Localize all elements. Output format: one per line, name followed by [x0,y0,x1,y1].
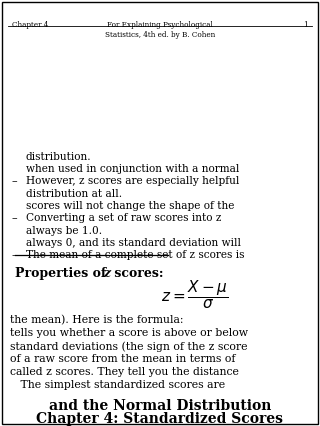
Text: and the Normal Distribution: and the Normal Distribution [49,399,271,413]
Text: Chapter 4: Standardized Scores: Chapter 4: Standardized Scores [36,412,284,426]
Text: always 0, and its standard deviation will: always 0, and its standard deviation wil… [26,238,241,248]
Text: of a raw score from the mean in terms of: of a raw score from the mean in terms of [10,354,236,364]
Text: Converting a set of raw scores into z: Converting a set of raw scores into z [26,213,221,223]
Text: distribution at all.: distribution at all. [26,189,122,199]
Text: –: – [12,176,18,186]
Text: Chapter 4: Chapter 4 [12,21,48,29]
Text: z: z [103,267,110,280]
Text: scores will not change the shape of the: scores will not change the shape of the [26,201,234,211]
Text: always be 1.0.: always be 1.0. [26,226,102,236]
FancyBboxPatch shape [2,2,318,424]
Text: the mean). Here is the formula:: the mean). Here is the formula: [10,315,183,325]
Text: $z = \dfrac{X - \mu}{\sigma}$: $z = \dfrac{X - \mu}{\sigma}$ [161,279,229,311]
Text: distribution.: distribution. [26,152,92,162]
Text: when used in conjunction with a normal: when used in conjunction with a normal [26,164,239,174]
Text: 1: 1 [303,21,308,29]
Text: For Explaining Psychological
Statistics, 4th ed. by B. Cohen: For Explaining Psychological Statistics,… [105,21,215,39]
Text: The mean of a complete set of z scores is: The mean of a complete set of z scores i… [26,250,244,260]
Text: However, z scores are especially helpful: However, z scores are especially helpful [26,176,239,186]
Text: standard deviations (the sign of the z score: standard deviations (the sign of the z s… [10,341,247,351]
Text: The simplest standardized scores are: The simplest standardized scores are [10,380,225,390]
Text: called z scores. They tell you the distance: called z scores. They tell you the dista… [10,367,239,377]
Text: –: – [12,213,18,223]
Text: tells you whether a score is above or below: tells you whether a score is above or be… [10,328,248,338]
Text: Properties of: Properties of [15,267,111,280]
Text: scores:: scores: [110,267,164,280]
Text: –: – [12,250,18,260]
